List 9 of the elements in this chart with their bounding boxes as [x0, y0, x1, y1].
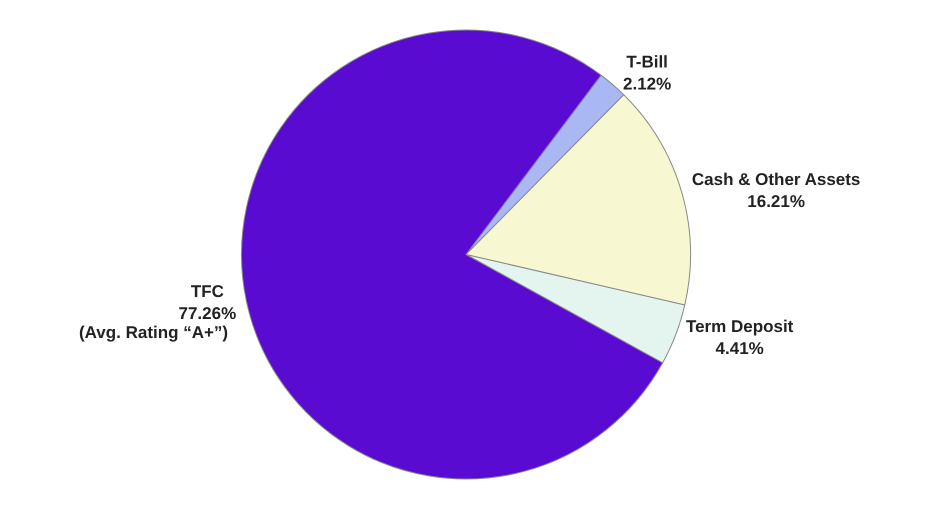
data-label: 16.21%	[747, 192, 805, 211]
slice-label: TFC	[190, 282, 224, 301]
slice-label: Cash & Other Assets	[692, 170, 860, 189]
slice-label: Term Deposit	[686, 316, 794, 336]
data-label: 4.41%	[716, 338, 764, 358]
data-label: 2.12%	[623, 74, 672, 94]
slice-label: T-Bill	[626, 52, 668, 72]
data-label: 77.26%	[178, 304, 236, 323]
text: (Avg. Rating “A+”)	[79, 323, 228, 342]
